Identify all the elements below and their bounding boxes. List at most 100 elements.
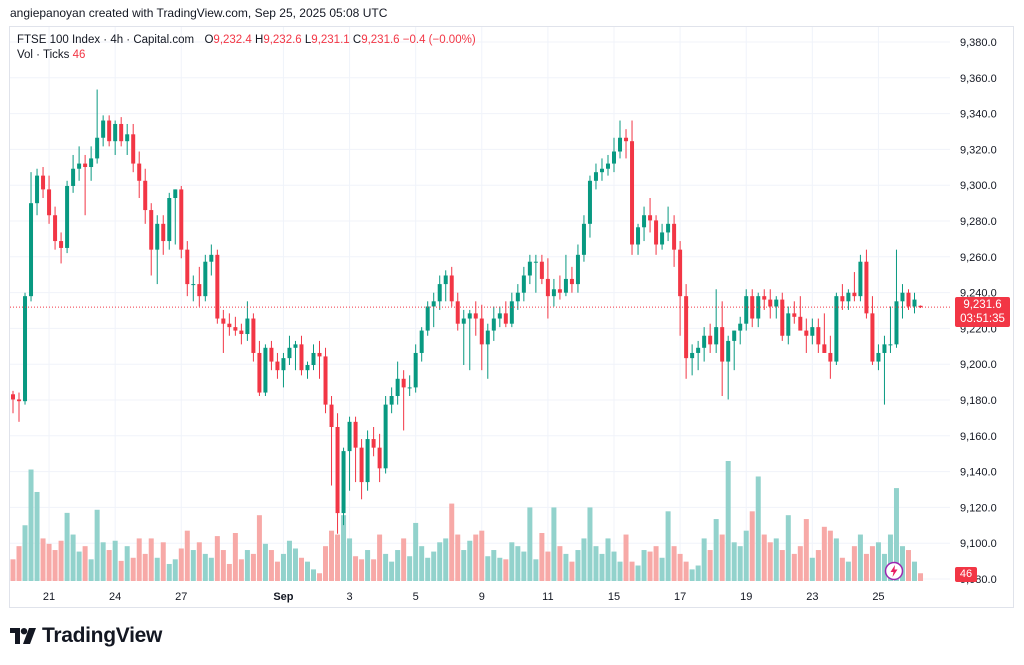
volume-bar [539,533,545,581]
candle [912,292,917,314]
candle-body [587,180,592,224]
candle-body [708,335,713,345]
candle-body [353,421,358,448]
candle [17,392,22,422]
x-tick-label: 11 [542,591,553,603]
candle-body [666,223,671,233]
candle-body [912,299,917,307]
volume-bar [659,557,665,581]
candle-body [551,289,556,297]
volume-bar [743,530,749,581]
candle-body [125,134,130,142]
candle [726,335,731,400]
candle [467,309,472,371]
candle-body [563,278,568,293]
candle [53,206,58,250]
x-tick-label: 24 [109,591,121,603]
volume-bar [641,550,647,581]
volume-bar [220,550,226,581]
volume-bar [803,519,809,581]
volume-bar [473,534,479,581]
volume-bar [521,551,527,581]
candle-body [395,378,400,397]
candle-body [203,261,208,297]
volume-bar [587,507,593,581]
price-axis: 9,380.0 9,360.0 9,340.0 9,320.0 9,300.0 9,280… [960,37,997,586]
candle-body [227,323,232,328]
volume-label[interactable]: Vol · Ticks [17,49,70,61]
candle-body [257,352,262,393]
candle-body [720,327,725,362]
candle-body [101,120,106,138]
candle-body [179,189,184,250]
volume-bar [545,551,551,581]
volume-bar [617,561,623,581]
candle-body [858,261,863,297]
volume-bar [557,546,563,581]
volume-bar [262,543,268,581]
tradingview-logo-text: TradingView [42,624,163,647]
candle [557,275,562,300]
candle [756,292,761,328]
candle-body [155,223,160,250]
candle [618,120,623,159]
candle-body [293,344,298,348]
candle-body [407,387,412,389]
candle [431,292,436,328]
candle-body [798,316,803,331]
volume-bar [196,542,202,581]
candle [203,254,208,302]
candle-body [377,447,382,469]
candle [744,289,749,331]
volume-bar [719,534,725,581]
candle-body [816,327,821,345]
y-tick-label: 9,320.0 [960,144,997,156]
volume-bar [419,546,425,581]
volume-bar [569,561,575,581]
candle-body [497,313,502,319]
candle [720,301,725,397]
x-tick-label: 5 [413,591,419,603]
lightning-icon[interactable] [884,561,904,581]
volume-bar [779,550,785,581]
candle [401,370,406,431]
volume-bar [148,538,154,581]
tradingview-logo[interactable]: TradingView [10,624,162,648]
candle-body [437,284,442,302]
time-axis: 21 24 27 Sep 3 5 9 11 15 17 19 23 25 [43,591,885,603]
candle-body [521,275,526,293]
candle-body [341,451,346,514]
candle-body [491,318,496,331]
volume-bar [202,553,208,581]
volume-bar [593,546,599,581]
candle [900,284,905,319]
volume-bar [533,559,539,581]
volume-bar [479,530,485,581]
candle [323,347,328,414]
candle-body [581,223,586,255]
volume-bar [311,569,316,581]
candle [840,284,845,310]
candle-body [636,227,641,245]
candle [311,344,316,371]
candle [792,301,797,324]
candle [161,215,166,255]
candle-body [215,254,220,319]
volume-bar [407,556,413,581]
candle-body [630,141,635,245]
symbol-title[interactable]: FTSE 100 Index · 4h · Capital.com [17,34,195,46]
volume-bar [178,548,184,581]
candle [503,301,508,328]
candle [35,168,40,216]
candle [515,284,520,310]
candle-body [684,296,689,359]
volume-bar [515,546,521,581]
volume-bar [509,542,515,581]
volume-bar [10,559,16,581]
volume-bar [581,538,587,581]
y-tick-label: 9,280.0 [960,216,997,228]
candle [461,309,466,366]
candle [810,318,815,345]
volume-bar [383,553,389,581]
